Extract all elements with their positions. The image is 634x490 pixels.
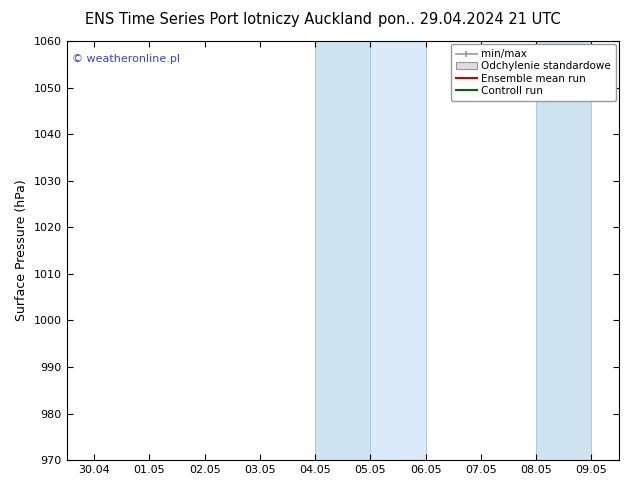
Text: © weatheronline.pl: © weatheronline.pl — [72, 53, 180, 64]
Text: ENS Time Series Port lotniczy Auckland: ENS Time Series Port lotniczy Auckland — [85, 12, 372, 27]
Legend: min/max, Odchylenie standardowe, Ensemble mean run, Controll run: min/max, Odchylenie standardowe, Ensembl… — [451, 44, 616, 101]
Bar — [370, 41, 425, 460]
Bar — [536, 41, 592, 460]
Bar — [315, 41, 370, 460]
Text: pon.. 29.04.2024 21 UTC: pon.. 29.04.2024 21 UTC — [378, 12, 560, 27]
Y-axis label: Surface Pressure (hPa): Surface Pressure (hPa) — [15, 180, 28, 321]
